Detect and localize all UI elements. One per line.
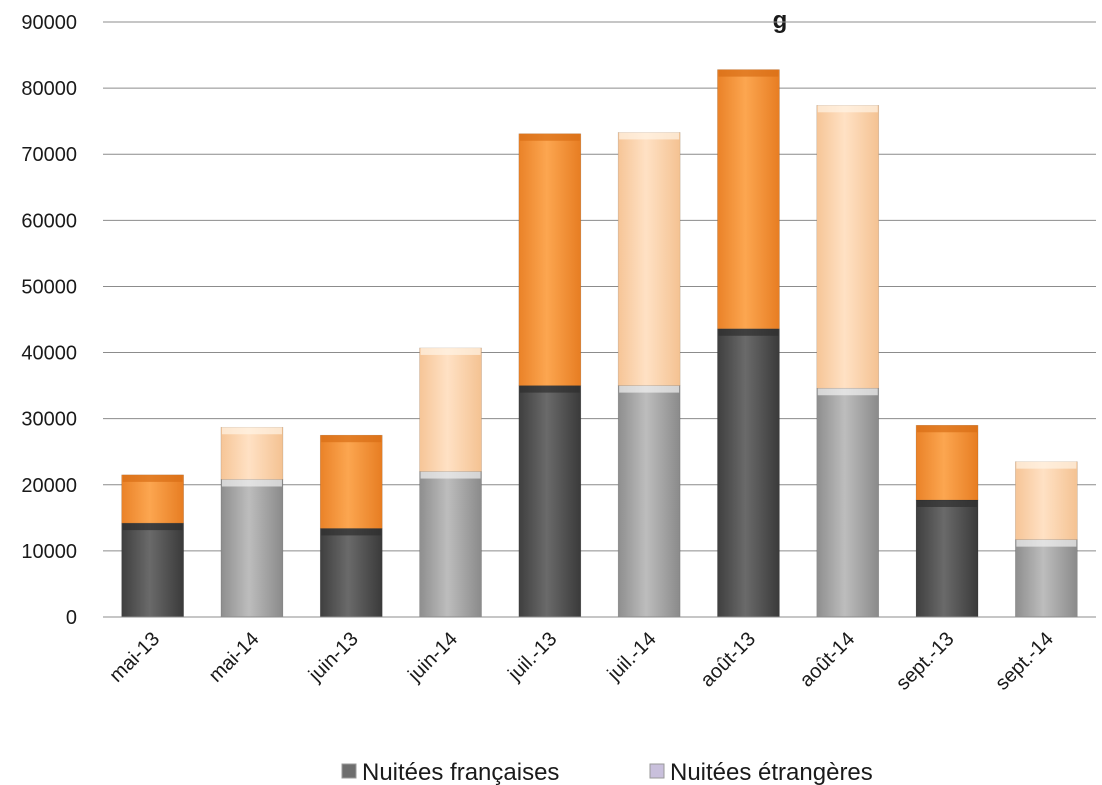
legend-swatch-nuitees-etrangeres xyxy=(649,763,665,779)
y-tick-label: 40000 xyxy=(21,343,77,365)
x-tick-label: août-13 xyxy=(696,628,760,692)
x-tick-label: août-14 xyxy=(796,628,860,692)
bar-juin-13-nuitees-etrangeres xyxy=(319,434,383,529)
bar-juil-13-nuitees-etrangeres xyxy=(518,133,582,386)
y-tick-label: 20000 xyxy=(21,475,77,497)
x-tick-label: mai-14 xyxy=(205,628,264,687)
bar-sept-14-nuitees-etrangeres-bevel xyxy=(1016,461,1077,469)
bar-sept-13-nuitees-francaises-bevel xyxy=(917,499,978,507)
bar-mai-13-nuitees-francaises-bevel xyxy=(122,523,183,531)
bar-mai-14-nuitees-etrangeres xyxy=(220,426,284,480)
bar-juil-14-nuitees-francaises xyxy=(617,385,681,618)
y-tick-label: 70000 xyxy=(21,144,77,166)
bar-sept-13-nuitees-francaises xyxy=(915,499,979,618)
bar-juil-14-nuitees-etrangeres xyxy=(617,132,681,386)
bar-aout-14-nuitees-francaises-bevel xyxy=(817,388,878,396)
y-tick-label: 10000 xyxy=(21,541,77,563)
bar-aout-13-nuitees-etrangeres xyxy=(717,69,780,330)
bar-mai-13-nuitees-etrangeres-bevel xyxy=(122,474,183,482)
y-tick-label: 90000 xyxy=(21,12,77,34)
bar-aout-14-nuitees-etrangeres-bevel xyxy=(817,105,878,113)
bar-juin-14-nuitees-etrangeres xyxy=(419,347,482,472)
bars xyxy=(121,69,1078,618)
bar-juin-13-nuitees-francaises-bevel xyxy=(321,528,382,536)
y-tick-label: 0 xyxy=(66,607,77,629)
bar-sept-13-nuitees-etrangeres xyxy=(915,424,979,501)
bar-mai-14-nuitees-etrangeres-bevel xyxy=(221,427,282,435)
y-tick-label: 80000 xyxy=(21,78,77,100)
bar-juin-14-nuitees-francaises xyxy=(419,471,482,618)
bar-sept-14-nuitees-francaises-bevel xyxy=(1016,539,1077,547)
x-axis-ticks: mai-13 mai-14 juin-13 juin-14 juil.-13 juil.-… xyxy=(105,628,1057,695)
bar-juil-13-nuitees-francaises-bevel xyxy=(519,385,580,393)
bar-juil-13-nuitees-etrangeres-bevel xyxy=(519,133,580,141)
x-tick-label: juin-13 xyxy=(304,628,363,687)
y-tick-label: 60000 xyxy=(21,210,77,232)
bar-juin-13-nuitees-francaises xyxy=(319,528,383,618)
chart-title: g xyxy=(773,7,788,34)
bar-sept-14-nuitees-etrangeres xyxy=(1015,461,1078,540)
x-tick-label: mai-13 xyxy=(105,628,164,687)
bar-aout-13-nuitees-francaises-bevel xyxy=(718,328,779,336)
bar-mai-13-nuitees-etrangeres xyxy=(121,474,184,524)
y-axis-ticks: 0 10000 20000 30000 40000 50000 60000 70000 8000… xyxy=(21,12,77,629)
x-tick-label: juil.-13 xyxy=(503,628,561,686)
legend: Nuitées françaises Nuitées étrangères xyxy=(341,759,873,785)
x-tick-label: juil.-14 xyxy=(603,628,661,686)
bar-aout-13-nuitees-francaises xyxy=(717,328,780,618)
legend-label-nuitees-etrangeres: Nuitées étrangères xyxy=(670,759,873,785)
y-tick-label: 50000 xyxy=(21,276,77,298)
bar-mai-14-nuitees-francaises xyxy=(220,479,284,618)
y-tick-label: 30000 xyxy=(21,409,77,431)
bar-sept-13-nuitees-etrangeres-bevel xyxy=(917,425,978,433)
bar-juin-14-nuitees-etrangeres-bevel xyxy=(420,347,481,355)
bar-juil-14-nuitees-etrangeres-bevel xyxy=(619,132,680,140)
legend-label-nuitees-francaises: Nuitées françaises xyxy=(362,759,559,785)
bar-aout-14-nuitees-etrangeres xyxy=(816,105,880,389)
x-tick-label: sept.-14 xyxy=(991,628,1058,695)
bar-juin-13-nuitees-etrangeres-bevel xyxy=(321,435,382,443)
bar-sept-14-nuitees-francaises xyxy=(1015,539,1078,618)
bar-mai-13-nuitees-francaises xyxy=(121,522,184,618)
bar-mai-14-nuitees-francaises-bevel xyxy=(221,479,282,487)
legend-swatch-nuitees-francaises xyxy=(341,763,357,779)
x-tick-label: sept.-13 xyxy=(892,628,959,695)
x-tick-label: juin-14 xyxy=(403,628,462,687)
bar-aout-13-nuitees-etrangeres-bevel xyxy=(718,69,779,77)
bar-juin-14-nuitees-francaises-bevel xyxy=(420,471,481,479)
bar-juil-14-nuitees-francaises-bevel xyxy=(619,385,680,393)
bar-aout-14-nuitees-francaises xyxy=(816,387,880,618)
bar-juil-13-nuitees-francaises xyxy=(518,385,582,618)
